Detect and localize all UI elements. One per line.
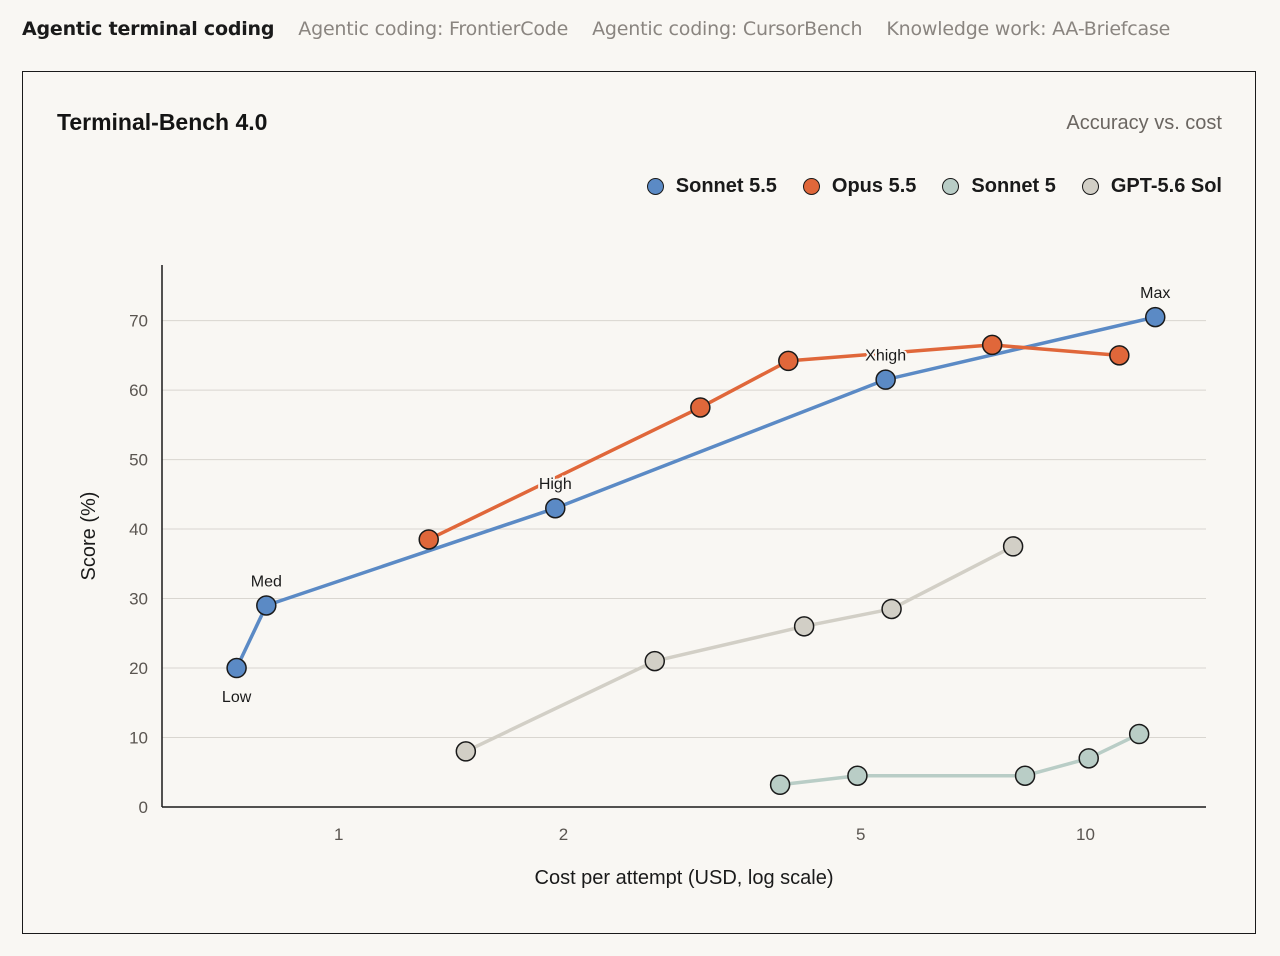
chart-title: Terminal-Bench 4.0	[57, 109, 268, 135]
y-tick-label: 20	[129, 659, 148, 678]
data-point	[256, 595, 277, 616]
legend-item[interactable]: GPT-5.6 Sol	[1081, 175, 1222, 198]
point-label: High	[539, 476, 572, 493]
data-point	[1128, 723, 1150, 745]
legend-label: Sonnet 5	[971, 175, 1056, 197]
data-point	[981, 334, 1003, 356]
y-tick-label: 60	[129, 381, 148, 400]
tab-cursorbench[interactable]: Agentic coding: CursorBench	[592, 18, 863, 40]
y-tick-label: 10	[129, 729, 148, 748]
data-point	[1014, 765, 1036, 786]
data-point	[769, 774, 791, 796]
x-tick-label: 2	[559, 825, 568, 844]
data-point	[545, 497, 566, 519]
point-label: Max	[1140, 285, 1170, 302]
data-point	[226, 657, 247, 679]
series-line-opus-5-5	[427, 343, 1120, 542]
tab-frontiercode[interactable]: Agentic coding: FrontierCode	[298, 18, 569, 40]
chart-legend: Sonnet 5.5 Opus 5.5 Sonnet 5 GPT-5.6 Sol	[621, 175, 1222, 198]
data-point	[875, 369, 896, 390]
legend-label: Opus 5.5	[831, 175, 917, 197]
tab-aa-briefcase[interactable]: Knowledge work: AA-Briefcase	[886, 18, 1171, 40]
legend-label: Sonnet 5.5	[675, 175, 777, 197]
data-point	[778, 350, 799, 372]
data-point	[1109, 345, 1130, 366]
legend-swatch	[646, 178, 664, 195]
chart-subtitle: Accuracy vs. cost	[1066, 112, 1222, 134]
x-axis-title: Cost per attempt (USD, log scale)	[535, 867, 834, 889]
data-point	[881, 598, 902, 620]
data-point	[690, 397, 711, 418]
legend-swatch	[942, 178, 960, 195]
y-tick-label: 50	[129, 451, 148, 470]
y-axis-title: Score (%)	[78, 492, 100, 581]
point-label: Xhigh	[865, 348, 906, 365]
legend-item[interactable]: Sonnet 5	[942, 175, 1056, 198]
legend-item[interactable]: Sonnet 5.5	[646, 175, 777, 198]
chart-card: Terminal-Bench 4.0 Accuracy vs. cost Son…	[22, 71, 1256, 934]
x-tick-label: 10	[1076, 825, 1095, 844]
data-point	[418, 529, 439, 550]
tab-agentic-terminal-coding[interactable]: Agentic terminal coding	[22, 18, 275, 40]
y-tick-label: 70	[129, 312, 148, 331]
legend-swatch	[802, 178, 820, 195]
point-label: Low	[222, 689, 252, 706]
point-label: Med	[251, 573, 282, 590]
data-point	[644, 650, 666, 672]
x-tick-label: 1	[334, 825, 343, 844]
data-point	[1145, 306, 1166, 328]
y-tick-label: 30	[129, 590, 148, 609]
legend-item[interactable]: Opus 5.5	[802, 175, 917, 198]
data-point	[793, 616, 815, 637]
y-tick-label: 40	[129, 520, 148, 539]
data-point	[847, 765, 868, 786]
series-line-sonnet-5-5	[235, 315, 1156, 669]
legend-label: GPT-5.6 Sol	[1110, 175, 1222, 197]
data-point	[1078, 748, 1099, 769]
x-tick-label: 5	[856, 825, 865, 844]
series-line-gpt-5-6-sol	[465, 544, 1014, 753]
data-point	[455, 741, 477, 762]
data-point	[1002, 536, 1024, 557]
benchmark-tabs: Agentic terminal coding Agentic coding: …	[22, 18, 1194, 40]
legend-swatch	[1081, 178, 1099, 195]
y-tick-label: 0	[139, 798, 148, 817]
